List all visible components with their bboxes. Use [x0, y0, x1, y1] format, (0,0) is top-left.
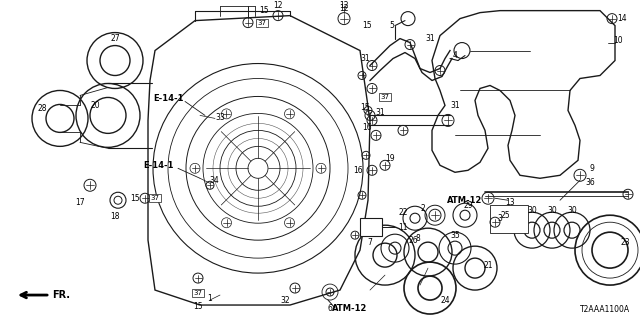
- Text: 16: 16: [353, 166, 363, 175]
- Text: 31: 31: [360, 54, 370, 63]
- Text: 31: 31: [375, 108, 385, 117]
- Text: 25: 25: [500, 211, 510, 220]
- Text: 19: 19: [385, 154, 395, 163]
- Text: 35: 35: [450, 231, 460, 240]
- Bar: [490, 205, 528, 233]
- Text: T2AAA1100A: T2AAA1100A: [580, 305, 630, 314]
- Text: 3: 3: [497, 214, 502, 223]
- Text: 15: 15: [259, 6, 269, 15]
- Text: 26: 26: [408, 236, 418, 245]
- Text: 7: 7: [367, 238, 372, 247]
- Text: 9: 9: [589, 164, 595, 173]
- Text: 33: 33: [215, 113, 225, 122]
- Text: 22: 22: [398, 208, 408, 217]
- Text: 31: 31: [425, 34, 435, 43]
- Text: 28: 28: [37, 104, 47, 113]
- Text: ATM-12: ATM-12: [447, 196, 483, 205]
- Text: 13: 13: [505, 198, 515, 207]
- Text: 32: 32: [280, 296, 290, 305]
- Text: 10: 10: [613, 36, 623, 45]
- Text: E-14-1: E-14-1: [143, 161, 173, 170]
- Text: 29: 29: [463, 201, 473, 210]
- Text: 1: 1: [207, 293, 212, 302]
- Text: 21: 21: [483, 260, 493, 270]
- Text: 5: 5: [390, 21, 394, 30]
- Text: 37: 37: [150, 195, 159, 201]
- Text: 15: 15: [130, 194, 140, 203]
- Text: ATM-12: ATM-12: [332, 304, 368, 313]
- Text: 12: 12: [339, 1, 349, 10]
- Text: 24: 24: [440, 296, 450, 305]
- Text: 30: 30: [547, 206, 557, 215]
- Text: 37: 37: [257, 20, 266, 26]
- Text: 37: 37: [193, 290, 202, 296]
- Text: 14: 14: [617, 14, 627, 23]
- Text: 2: 2: [420, 204, 426, 213]
- Text: FR.: FR.: [52, 290, 70, 300]
- Text: 34: 34: [209, 176, 219, 185]
- Text: 37: 37: [381, 94, 390, 100]
- Text: 30: 30: [567, 206, 577, 215]
- Text: 36: 36: [585, 178, 595, 187]
- Text: 11: 11: [398, 223, 408, 232]
- Text: 4: 4: [452, 51, 458, 60]
- Text: 16: 16: [362, 123, 372, 132]
- Bar: [360, 218, 382, 236]
- Text: 31: 31: [450, 101, 460, 110]
- Text: 12: 12: [273, 1, 283, 10]
- Text: 20: 20: [90, 101, 100, 110]
- Text: 17: 17: [75, 198, 85, 207]
- Text: 23: 23: [620, 238, 630, 247]
- Text: 15: 15: [193, 301, 203, 310]
- Text: 15: 15: [362, 21, 372, 30]
- Text: 18: 18: [110, 212, 120, 221]
- Text: 12: 12: [339, 4, 349, 13]
- Text: 27: 27: [110, 34, 120, 43]
- Text: E-14-1: E-14-1: [153, 94, 183, 103]
- Text: 30: 30: [527, 206, 537, 215]
- Text: 6: 6: [328, 304, 332, 313]
- Text: 15: 15: [360, 103, 370, 112]
- Text: 8: 8: [415, 234, 420, 243]
